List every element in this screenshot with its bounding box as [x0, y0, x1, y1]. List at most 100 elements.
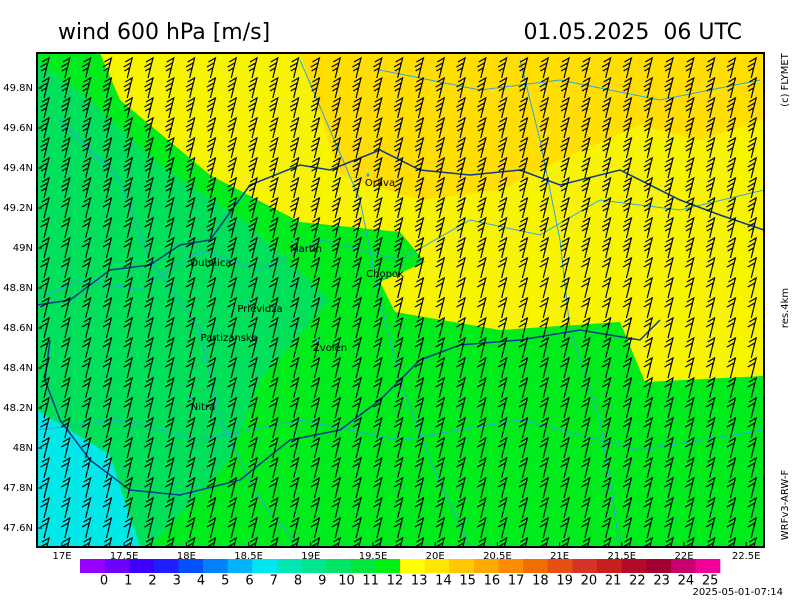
district-lines [37, 59, 764, 547]
color-swatch [646, 559, 672, 573]
lat-label: 47.6N [3, 523, 33, 534]
place-dot [292, 239, 296, 243]
color-swatch [498, 559, 524, 573]
lat-label: 48.2N [3, 403, 33, 414]
title: wind 600 hPa [m/s] [58, 20, 270, 45]
color-swatch [326, 559, 352, 573]
field-orange [300, 53, 764, 200]
places: Orava Martin Dubnica Chopok Prievidza Partiza… [189, 173, 404, 413]
colorbar-label: 21 [605, 574, 622, 589]
color-swatch [129, 559, 155, 573]
place-label: Prievidza [237, 304, 282, 315]
colorbar-label: 25 [702, 574, 719, 589]
colorbar-label: 8 [294, 574, 302, 589]
lon-labels: 17E 17.5E 18E 18.5E 19E 19.5E 20E 20.5E 21E 21.5E… [52, 542, 760, 562]
lon-label: 17E [52, 551, 71, 562]
colorbar-label: 6 [245, 574, 253, 589]
color-swatch [80, 559, 105, 573]
color-swatch [695, 559, 721, 573]
lon-label: 21.5E [608, 551, 637, 562]
color-swatch [252, 559, 278, 573]
wind-barbs [40, 56, 758, 547]
copyright: (c) FLYMET [780, 52, 791, 107]
color-swatch [424, 559, 450, 573]
colorbar-label: 24 [678, 574, 695, 589]
color-swatch [473, 559, 499, 573]
colorbar-label: 18 [532, 574, 549, 589]
lon-label: 20E [426, 551, 445, 562]
lat-label: 48N [13, 443, 33, 454]
resolution: res.4km [780, 288, 791, 328]
plot-frame [36, 52, 765, 548]
colorbar-label: 20 [581, 574, 598, 589]
lat-label: 49.6N [3, 123, 33, 134]
model: WRFv3-ARW-F [780, 470, 791, 541]
color-swatch [203, 559, 228, 573]
lon-label: 22E [674, 551, 693, 562]
color-swatch [301, 559, 327, 573]
colorbar-label: 16 [484, 574, 501, 589]
colorbar-label: 14 [435, 574, 452, 589]
lat-label: 48.8N [3, 283, 33, 294]
colorbar-label: 13 [411, 574, 428, 589]
colorbar-label: 1 [124, 574, 132, 589]
colorbar-label: 0 [100, 574, 108, 589]
colorbar-label: 7 [270, 574, 278, 589]
color-swatch [621, 559, 647, 573]
colorbar-label: 5 [221, 574, 229, 589]
color-swatch [449, 559, 475, 573]
place-dot [246, 299, 250, 303]
lat-label: 49.8N [3, 83, 33, 94]
colorbar-label: 11 [362, 574, 379, 589]
lat-label: 49.2N [3, 203, 33, 214]
map-field [37, 53, 764, 547]
colorbar-label: 12 [387, 574, 404, 589]
place-dot [366, 173, 370, 177]
place-dot [215, 328, 219, 332]
color-swatch [375, 559, 401, 573]
lon-label: 18.5E [234, 551, 263, 562]
color-swatch [104, 559, 130, 573]
lon-label: 20.5E [483, 551, 512, 562]
lon-label: 21E [550, 551, 569, 562]
color-swatch [572, 559, 598, 573]
timestamp: 2025-05-01-07:14 [692, 587, 783, 598]
place-dot [197, 253, 201, 257]
color-swatch [153, 559, 179, 573]
colorbar-label: 2 [148, 574, 156, 589]
place-label: Partizanske [200, 333, 257, 344]
colorbar-label: 10 [338, 574, 355, 589]
lon-label: 19.5E [359, 551, 388, 562]
colorbar-label: 17 [508, 574, 525, 589]
place-label: Martin [290, 244, 322, 255]
color-swatch [547, 559, 573, 573]
place-label: Nitra [191, 402, 215, 413]
barb-set [40, 56, 758, 547]
color-swatch [400, 559, 425, 573]
colorbar-label: 9 [318, 574, 326, 589]
place-dot [316, 338, 320, 342]
place-dot [189, 397, 193, 401]
color-swatch [276, 559, 302, 573]
lon-label: 19E [301, 551, 320, 562]
color-swatch [350, 559, 376, 573]
color-swatch [178, 559, 204, 573]
place-label: Zvolen [313, 343, 347, 354]
place-label: Chopok [366, 269, 404, 280]
lat-label: 49.4N [3, 163, 33, 174]
color-swatch [670, 559, 696, 573]
colorbar-label: 3 [173, 574, 181, 589]
lon-label: 17.5E [110, 551, 139, 562]
lat-label: 48.4N [3, 363, 33, 374]
colorbar-label: 4 [197, 574, 205, 589]
lat-labels: 49.8N 49.6N 49.4N 49.2N 49N 48.8N 48.6N 48.4N 48… [3, 83, 42, 534]
lon-label: 18E [177, 551, 196, 562]
colorbar-label: 23 [653, 574, 670, 589]
color-swatch [523, 559, 548, 573]
place-label: Dubnica [190, 258, 231, 269]
lat-label: 47.8N [3, 483, 33, 494]
colorbar-label: 19 [556, 574, 573, 589]
valid-time: 01.05.2025 06 UTC [523, 20, 742, 45]
